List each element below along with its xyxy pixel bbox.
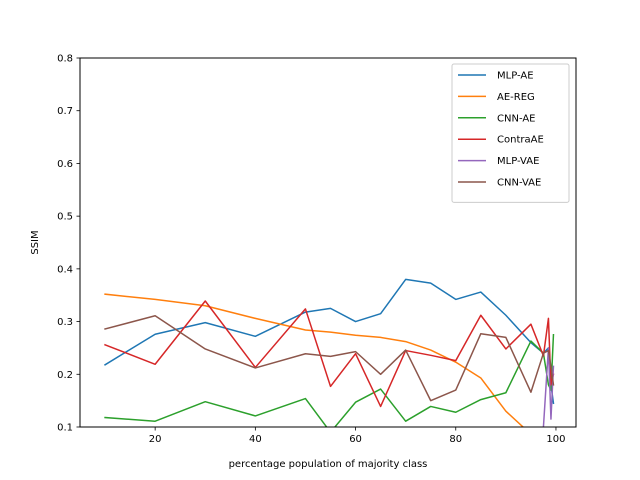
series-line-ae-reg [104,293,525,427]
series-line-cnn-vae [104,315,555,402]
y-tick-label: 0.6 [57,159,73,170]
y-tick-label: 0.2 [57,370,73,381]
legend-label: CNN-VAE [497,178,541,189]
x-tick-label: 20 [149,434,162,445]
series-line-cnn-ae [104,333,555,427]
legend-label: MLP-VAE [497,156,539,167]
plot-frame [79,57,577,428]
y-tick-label: 0.3 [57,317,73,328]
y-axis: 0.1 0.2 0.3 0.4 0.5 0.6 0.7 0.8 [57,54,80,434]
legend-label: ContraAE [497,135,544,146]
y-tick-label: 0.8 [57,54,73,65]
series-line-mlp-vae [542,347,555,427]
x-axis: 20 40 60 80 100 [149,427,566,445]
y-tick-label: 0.4 [57,264,73,275]
y-tick-label: 0.7 [57,106,73,117]
y-tick-label: 0.1 [57,423,73,434]
x-tick-label: 40 [249,434,262,445]
x-tick-label: 100 [546,434,565,445]
y-tick-label: 0.5 [57,212,73,223]
x-tick-label: 80 [449,434,462,445]
legend: MLP-AE AE-REG CNN-AE ContraAE MLP-VAE CNN-VAE [451,63,570,203]
legend-box [451,63,570,203]
x-tick-label: 60 [349,434,362,445]
legend-label: MLP-AE [497,71,534,82]
series-line-contraae [104,300,555,408]
x-axis-label: percentage population of majority class [229,459,428,470]
y-axis-label: SSIM [30,230,41,254]
legend-label: CNN-AE [497,113,536,124]
plot-lines [104,278,555,427]
legend-label: AE-REG [497,92,535,103]
